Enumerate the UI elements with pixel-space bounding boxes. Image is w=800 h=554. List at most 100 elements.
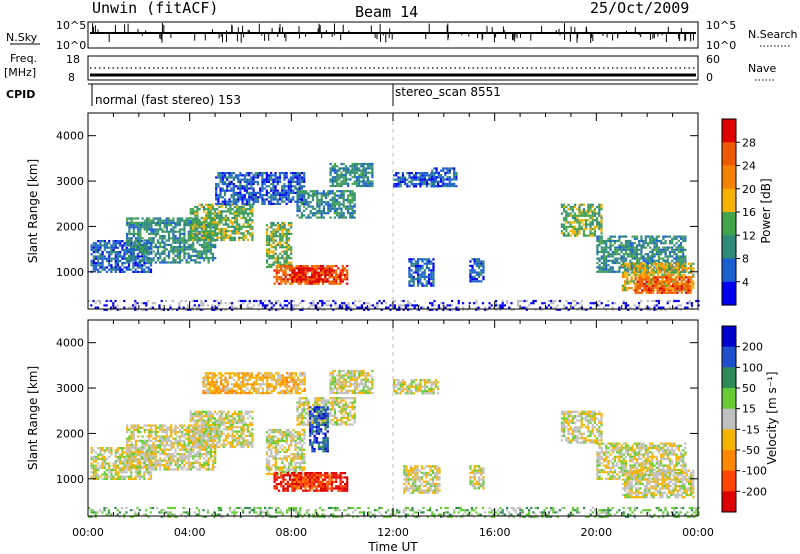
echo-region-13 [560,203,603,237]
nsearch-tick-top: 10^5 [706,19,736,32]
cpid-program-stereo-scan: stereo_scan 8551 [395,85,501,99]
echo-region-11 [469,258,485,283]
ytick-label: 4000 [56,337,84,350]
velocity-axes: 1000 2000 3000 4000 00:00 04:00 08:00 12:00 16:0… [56,320,714,539]
cpid-strip: CPID normal (fast stereo) 153 stereo_sca… [6,83,698,107]
xtick-label: 16:00 [479,526,511,539]
power-colorbar-label: Power [dB] [759,178,773,243]
colorbar-cell [722,326,736,348]
echo-region-11 [403,465,441,494]
colorbar-cell [722,212,736,236]
colorbar-cell [722,429,736,451]
nsky-trace [90,23,696,43]
colorbar-tick-label: 28 [742,136,756,149]
colorbar-cell [722,165,736,190]
echo-region-10 [393,379,440,395]
colorbar-cell [722,470,736,492]
nsky-tick-top: 10^5 [56,19,86,32]
echo-region-6 [291,267,334,283]
colorbar-cell [722,388,736,410]
echo-region-9 [309,406,329,453]
colorbar-tick-label: 15 [742,403,756,416]
freq-unit: [MHz] [4,66,36,79]
x-axis-label: Time UT [367,540,418,554]
colorbar-cell [722,346,736,368]
ytick-label: 2000 [56,427,84,440]
cpid-program-normal: normal (fast stereo) 153 [95,93,241,107]
nsky-label: N.Sky [6,31,38,44]
echo-region-8 [329,369,374,395]
echo-region-13 [560,410,603,444]
cpid-label: CPID [6,88,35,101]
echo-region-12 [469,465,485,490]
echo-region-1 [126,217,217,264]
power-panel: 1000 2000 3000 4000 Slant Range [km] 4 8 12 16… [26,112,773,311]
echo-region-17 [88,299,700,311]
ytick-label: 3000 [56,382,84,395]
velocity-heatmap [88,320,700,518]
echo-region-4 [265,221,293,269]
echo-region-2 [189,203,254,242]
power-heatmap [88,113,700,311]
velocity-colorbar: 200 100 50 15 -15 -50 -100 -200 [721,325,767,513]
beam-title: Beam 14 [355,3,418,21]
nsearch-label: N.Search [748,28,798,41]
colorbar-tick-label: 8 [742,253,749,266]
colorbar-tick-label: 24 [742,160,756,173]
velocity-panel: 1000 2000 3000 4000 00:00 04:00 08:00 12:00 16:0… [26,319,779,554]
echo-region-12 [431,167,458,188]
ytick-label: 1000 [56,266,84,279]
colorbar-tick-label: 12 [742,229,756,242]
echo-region-2 [189,410,254,449]
colorbar-tick-label: 20 [742,183,756,196]
colorbar-cell [722,450,736,472]
echo-region-7 [296,190,356,219]
colorbar-cell [722,142,736,167]
echo-region-3 [215,172,306,205]
freq-strip: Freq. [MHz] 18 8 60 0 Nave [4,52,776,84]
nave-label: Nave [748,62,776,75]
echo-region-7 [296,397,356,426]
radar-title: Unwin (fitACF) [92,0,218,17]
xtick-label: 20:00 [580,526,612,539]
colorbar-tick-label: -50 [742,444,760,457]
colorbar-cell [722,367,736,389]
colorbar-cell [722,408,736,430]
freq-tick-top: 18 [66,53,80,66]
nave-tick-top: 60 [706,53,720,66]
velocity-ylabel: Slant Range [km] [26,366,40,470]
ytick-label: 2000 [56,220,84,233]
echo-region-10 [408,258,435,287]
colorbar-tick-label: 200 [742,341,763,354]
colorbar-tick-label: -100 [742,465,767,478]
echo-region-14 [596,235,687,273]
xtick-label: 08:00 [275,526,307,539]
echo-region-16 [88,506,700,518]
colorbar-cell [722,119,736,143]
colorbar-cell [722,188,736,213]
xtick-label: 12:00 [377,526,409,539]
colorbar-tick-label: 16 [742,206,756,219]
echo-region-15 [621,469,695,499]
echo-region-3 [202,372,306,395]
xtick-label: 04:00 [174,526,206,539]
nsearch-tick-bottom: 10^0 [706,39,736,52]
velocity-colorbar-label: Velocity [m s⁻¹] [765,371,779,464]
colorbar-cell [722,235,736,260]
colorbar-tick-label: 100 [742,361,763,374]
nsky-strip: N.Sky 10^5 10^0 10^5 10^0 N.Search [6,19,798,52]
echo-region-6 [291,474,334,490]
colorbar-tick-label: -200 [742,485,767,498]
xtick-label: 00:00 [682,526,714,539]
echo-region-8 [329,162,374,188]
colorbar-cell [722,258,736,283]
date-title: 25/Oct/2009 [590,0,689,17]
colorbar-cell [722,281,736,306]
freq-tick-bottom: 8 [68,71,75,84]
colorbar-tick-label: 4 [742,276,749,289]
freq-label: Freq. [10,52,37,65]
ytick-label: 4000 [56,130,84,143]
nave-tick-bottom: 0 [706,71,713,84]
power-ylabel: Slant Range [km] [26,159,40,263]
